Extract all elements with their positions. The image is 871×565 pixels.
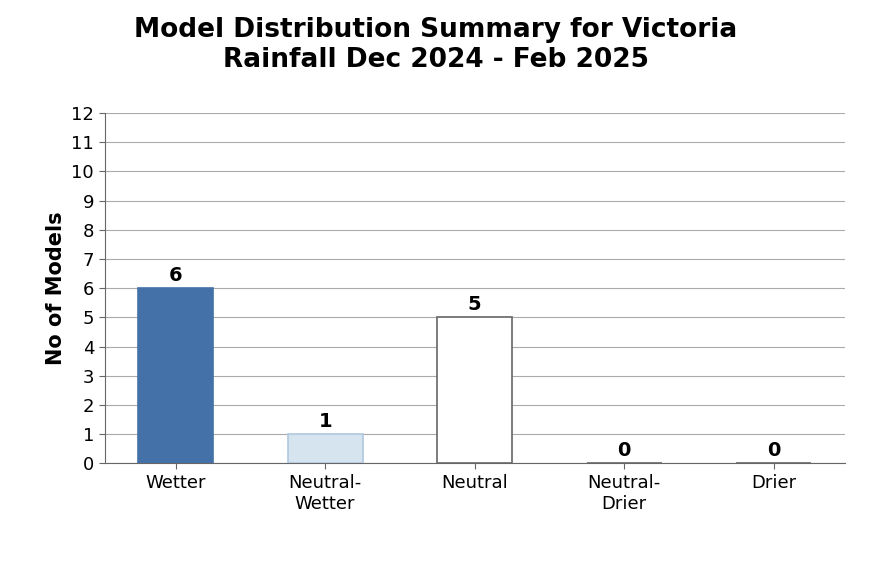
Bar (287, 434, 362, 463)
Text: Model Distribution Summary for Victoria
Rainfall Dec 2024 - Feb 2025: Model Distribution Summary for Victoria … (134, 17, 737, 73)
Bar (437, 318, 512, 463)
Text: 0: 0 (618, 441, 631, 460)
Y-axis label: No of Models: No of Models (45, 211, 65, 365)
Bar (138, 288, 213, 463)
Text: 5: 5 (468, 295, 482, 314)
Text: 1: 1 (318, 412, 332, 431)
Text: 6: 6 (169, 266, 182, 285)
Text: 0: 0 (767, 441, 780, 460)
